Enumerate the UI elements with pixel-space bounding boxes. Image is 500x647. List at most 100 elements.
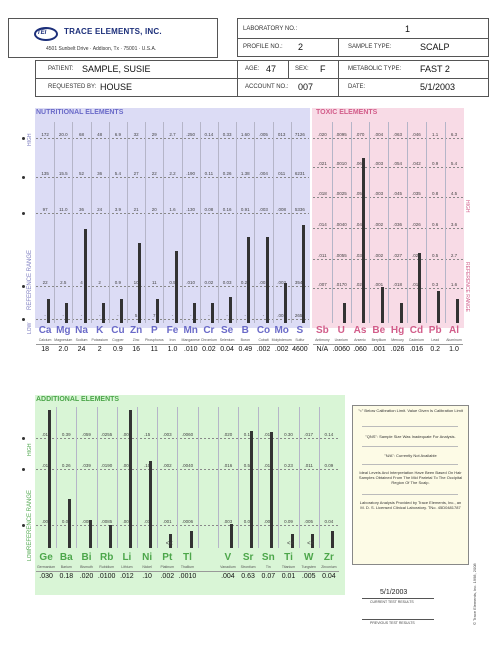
reference-value: .001: [259, 280, 268, 285]
column-divider: [254, 122, 256, 323]
element-symbol: Ge: [39, 552, 53, 563]
element-result: .012: [120, 573, 134, 580]
result-bar: [149, 460, 153, 548]
reference-value: .026: [412, 222, 421, 227]
element-name: Lithium: [121, 565, 133, 569]
reference-value: 4.5: [450, 191, 458, 196]
column-divider: [290, 122, 292, 323]
element-name: Germanium: [36, 565, 56, 569]
reference-value: 0.9: [114, 280, 122, 285]
result-bar: [229, 296, 233, 323]
reference-value: .0055: [335, 253, 347, 258]
element-name: Rubidium: [99, 565, 115, 569]
reference-value: 4: [80, 280, 83, 285]
reference-value: .003: [122, 519, 132, 524]
reference-value: -: [226, 313, 228, 318]
reference-value: 7: [153, 313, 156, 318]
result-bar: [247, 236, 251, 323]
reference-value: 20: [151, 207, 157, 212]
element-symbol: Sr: [242, 552, 254, 563]
reference-value: 3546: [294, 280, 305, 285]
element-symbol: Pb: [428, 325, 442, 336]
reference-value: 11.0: [59, 207, 68, 212]
element-result: 2: [97, 346, 102, 353]
column-divider: [298, 407, 300, 548]
element-name: Nickel: [142, 565, 152, 569]
reference-value: 0.14: [243, 432, 253, 437]
result-bar: [343, 302, 347, 323]
element-name: Copper: [112, 338, 124, 342]
reference-value: .004: [259, 171, 268, 176]
reference-value: 1.6: [450, 282, 458, 287]
lab-logo: [34, 27, 58, 41]
reference-value: 1.1: [432, 132, 439, 137]
reference-value: .005: [259, 132, 268, 137]
column-divider: [199, 122, 201, 323]
element-result: .10: [142, 573, 152, 580]
element-symbol: Cd: [409, 325, 424, 336]
reference-value: .0060: [181, 432, 194, 437]
nutritional-side-label: REFERENCE RANGE: [27, 249, 33, 310]
element-result: 0.63: [241, 573, 255, 580]
reference-value: 0.39: [61, 432, 71, 437]
requested-by-value: HOUSE: [100, 82, 133, 92]
reference-line: [36, 525, 339, 526]
element-result: .004: [221, 573, 235, 580]
element-name: Titanium: [281, 565, 296, 569]
reference-value: .010: [186, 280, 196, 285]
reference-value: .005: [304, 519, 314, 524]
reference-value: .011: [304, 463, 313, 468]
reference-value: .0025: [335, 191, 347, 196]
element-symbol: Mn: [183, 325, 198, 336]
column-divider: [197, 407, 199, 548]
reference-value: .003: [374, 191, 384, 196]
sample-type-value: SCALP: [420, 42, 450, 52]
column-divider: [272, 122, 274, 323]
result-bar: [418, 252, 422, 323]
below-limit-marker: <<: [286, 541, 294, 547]
element-symbol: S: [296, 325, 304, 336]
column-divider: [388, 122, 390, 323]
result-bar: [270, 432, 274, 548]
element-result: .0060: [332, 346, 350, 353]
result-bar: [138, 242, 142, 323]
element-name: Sulfur: [295, 338, 305, 342]
element-name: Thallium: [180, 565, 195, 569]
reference-value: .060: [355, 161, 365, 166]
range-marker-dot: [22, 524, 25, 527]
result-bar: [48, 409, 52, 548]
reference-value: .018: [393, 282, 402, 287]
element-name: Phosphorus: [144, 338, 164, 342]
reference-value: .018: [318, 191, 327, 196]
element-name: Aluminum: [446, 338, 462, 342]
reference-value: .001: [374, 282, 384, 287]
element-name: Bismuth: [80, 565, 93, 569]
reference-value: .014: [318, 222, 327, 227]
element-symbol: Ti: [284, 552, 293, 563]
column-divider: [137, 407, 138, 548]
column-divider: [127, 122, 128, 323]
reference-value: .0085: [101, 519, 113, 524]
reference-value: 5.4: [114, 171, 122, 176]
element-result: 0.9: [113, 346, 123, 353]
element-result: .005: [301, 573, 316, 580]
reference-value: 0.5: [169, 280, 176, 285]
element-name: Molybdenum: [271, 338, 292, 342]
reference-value: 0.09: [324, 463, 334, 468]
reference-value: .016: [223, 463, 233, 468]
element-result: 0.01: [281, 573, 296, 580]
toxic-side-label: REFERENCE RANGE: [464, 262, 470, 313]
reference-value: 48: [97, 132, 103, 137]
reference-value: 172: [41, 132, 49, 137]
element-symbol: Al: [449, 325, 459, 336]
element-result: 2.0: [58, 346, 69, 353]
reference-value: 32: [133, 132, 139, 137]
sample-type-box: [338, 38, 489, 57]
element-symbol: W: [303, 552, 314, 563]
reference-value: 24: [97, 207, 103, 212]
element-result: 0.04: [322, 573, 336, 580]
toxic-high-label: HIGH: [464, 200, 470, 213]
column-divider: [278, 407, 280, 548]
reference-value: 0.16: [222, 207, 232, 212]
element-symbol: Mg: [56, 325, 71, 336]
